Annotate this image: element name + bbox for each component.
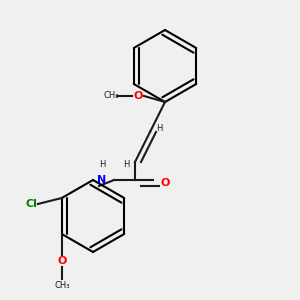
Text: O: O bbox=[133, 91, 143, 101]
Text: O: O bbox=[160, 178, 170, 188]
Text: Cl: Cl bbox=[26, 199, 38, 209]
Text: CH₃: CH₃ bbox=[54, 280, 70, 290]
Text: H: H bbox=[156, 124, 162, 134]
Text: CH₃: CH₃ bbox=[103, 92, 119, 100]
Text: N: N bbox=[98, 175, 106, 185]
Text: H: H bbox=[123, 160, 129, 169]
Text: H: H bbox=[99, 160, 105, 169]
Text: O: O bbox=[57, 256, 67, 266]
